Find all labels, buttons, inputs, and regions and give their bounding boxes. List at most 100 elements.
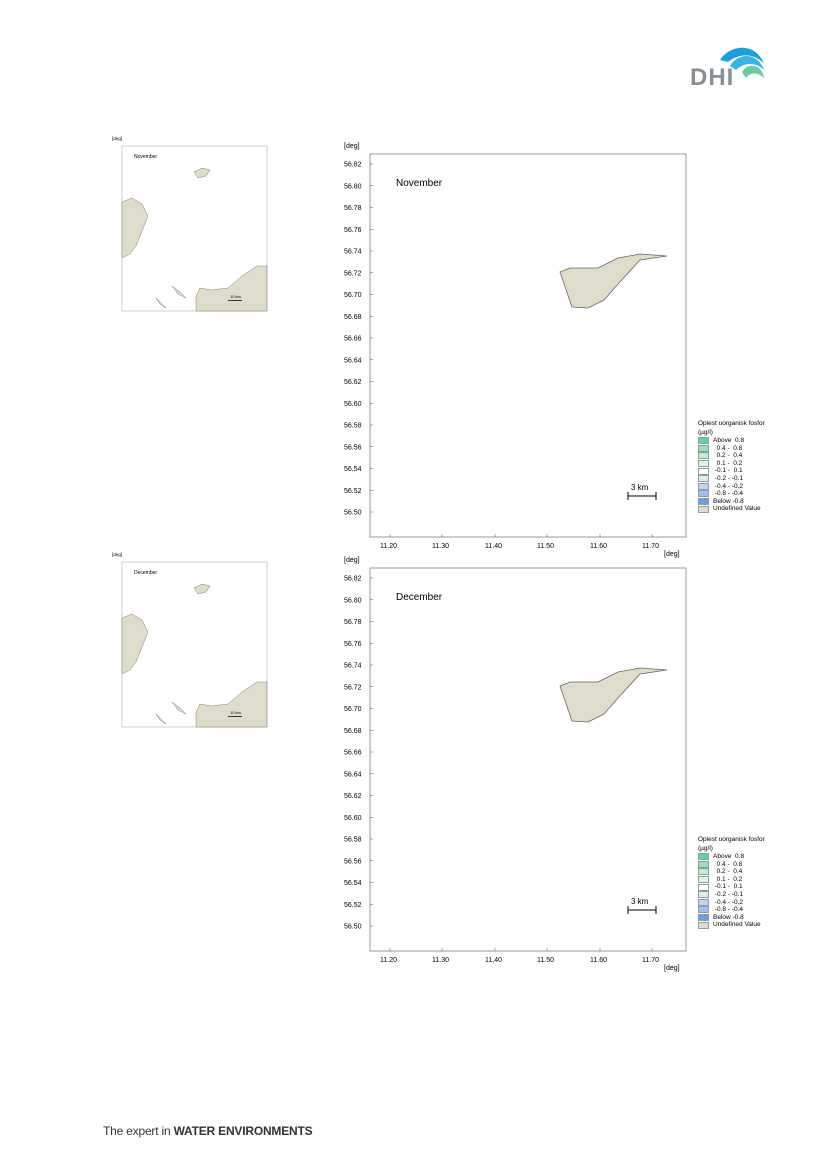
y-tick-label: 56.56	[344, 444, 362, 451]
legend-swatch	[698, 853, 709, 861]
overview-scale-label: 10 km	[230, 710, 241, 715]
island-land	[559, 667, 668, 723]
legend-item: Above 0.8	[698, 437, 765, 445]
legend-item: Undefined Value	[698, 505, 765, 513]
y-tick-label: 56.82	[344, 576, 362, 583]
legend-label: Below -0.8	[713, 497, 744, 505]
x-tick-label: 11.50	[537, 543, 554, 550]
footer-tagline-prefix: The expert in	[103, 1124, 174, 1138]
legend-title: Oplest uorganisk fosfor	[698, 420, 765, 427]
legend-item: -0.4 - -0.2	[698, 483, 765, 491]
y-tick-label: 56.70	[344, 706, 362, 713]
overview-map-november: November [deg] 10 km	[112, 136, 272, 314]
y-tick-label: 56.68	[344, 728, 362, 735]
x-tick-label: 11.70	[642, 543, 659, 550]
legend-swatch	[698, 444, 709, 452]
legend-label: Undefined Value	[713, 921, 761, 929]
y-tick-label: 56.74	[344, 249, 362, 256]
y-tick-label: 56.58	[344, 837, 362, 844]
map-month-label: December	[396, 592, 443, 603]
legend-item: Undefined Value	[698, 921, 765, 929]
legend-item: 0.1 - 0.2	[698, 876, 765, 884]
y-tick-label: 56.66	[344, 336, 362, 343]
legend-swatch	[698, 860, 709, 868]
legend-swatch	[698, 490, 709, 498]
y-tick-label: 56.78	[344, 619, 362, 626]
legend-swatch	[698, 460, 709, 468]
legend-label: -0.2 - -0.1	[713, 890, 743, 898]
x-tick-label: 11.30	[432, 957, 449, 964]
y-tick-label: 56.70	[344, 292, 362, 299]
y-axis-unit: [deg]	[344, 557, 360, 564]
legend-unit: (µg/l)	[698, 428, 713, 436]
legend-title: Oplest uorganisk fosfor	[698, 836, 765, 843]
overview-y-unit: [deg]	[112, 552, 123, 557]
legend-item: 0.1 - 0.2	[698, 460, 765, 468]
y-tick-label: 56.72	[344, 270, 362, 277]
legend-item: 0.4 - 0.8	[698, 445, 765, 453]
legend-swatch	[698, 475, 709, 483]
legend-swatch	[698, 498, 709, 506]
legend-swatch	[698, 505, 709, 513]
legend-label: 0.4 - 0.8	[713, 444, 743, 452]
legend-label: 0.2 - 0.4	[713, 868, 743, 876]
y-tick-label: 56.60	[344, 815, 362, 822]
legend-label: -0.8 - -0.4	[713, 490, 743, 498]
y-tick-label: 56.52	[344, 488, 362, 495]
dhi-logo: DHI	[690, 42, 770, 98]
legend-item: -0.1 - 0.1	[698, 467, 765, 475]
x-tick-label: 11.40	[485, 957, 502, 964]
map-frame	[369, 153, 687, 538]
map-month-label: November	[396, 178, 443, 189]
map-frame	[369, 567, 687, 952]
legend-item: -0.8 - -0.4	[698, 906, 765, 914]
footer-tagline-bold: WATER ENVIRONMENTS	[173, 1124, 313, 1138]
legend-label: 0.1 - 0.2	[713, 459, 743, 467]
y-tick-label: 56.66	[344, 750, 362, 757]
legend-swatch	[698, 452, 709, 460]
legend-label: 0.4 - 0.8	[713, 860, 743, 868]
island-land	[559, 253, 668, 309]
legend-item: 0.2 - 0.4	[698, 452, 765, 460]
legend-label: -0.4 - -0.2	[713, 898, 743, 906]
y-tick-label: 56.72	[344, 684, 362, 691]
scale-bar-label: 3 km	[631, 483, 649, 492]
legend-items: Above 0.8 0.4 - 0.8 0.2 - 0.4 0.1 - 0.2 …	[698, 437, 765, 513]
y-tick-label: 56.68	[344, 314, 362, 321]
x-axis-unit: [deg]	[664, 551, 680, 558]
y-tick-label: 56.64	[344, 357, 362, 364]
main-map-november: [deg] 56.82 56.80 56.78 56.76 56.74 56.72 56.70…	[344, 143, 687, 558]
legend-swatch	[698, 914, 709, 922]
x-tick-label: 11.20	[380, 543, 397, 550]
legend-label: 0.1 - 0.2	[713, 875, 743, 883]
legend-item: 0.4 - 0.8	[698, 861, 765, 869]
legend-item: -0.4 - -0.2	[698, 899, 765, 907]
legend-label: -0.2 - -0.1	[713, 474, 743, 482]
legend-item: -0.2 - -0.1	[698, 891, 765, 899]
y-tick-label: 56.82	[344, 162, 362, 169]
y-tick-label: 56.74	[344, 663, 362, 670]
legend-swatch	[698, 482, 709, 490]
legend-label: Below -0.8	[713, 913, 744, 921]
legend-label: Undefined Value	[713, 505, 761, 513]
legend-unit: (µg/l)	[698, 844, 713, 852]
overview-month-label: November	[134, 154, 158, 160]
legend-label: Above 0.8	[713, 853, 745, 860]
x-tick-label: 11.40	[485, 543, 502, 550]
y-axis-unit: [deg]	[344, 143, 360, 150]
legend-swatch	[698, 906, 709, 914]
legend-label: -0.4 - -0.2	[713, 482, 743, 490]
x-tick-label: 11.30	[432, 543, 449, 550]
legend-item: -0.2 - -0.1	[698, 475, 765, 483]
dhi-logo-text: DHI	[690, 64, 735, 91]
dhi-wave-icon	[720, 47, 764, 78]
overview-month-label: December	[134, 570, 158, 576]
y-tick-label: 56.60	[344, 401, 362, 408]
y-tick-label: 56.62	[344, 379, 362, 386]
legend-swatch	[698, 891, 709, 899]
legend-item: Above 0.8	[698, 853, 765, 861]
legend-label: -0.8 - -0.4	[713, 906, 743, 914]
x-tick-label: 11.20	[380, 957, 397, 964]
overview-scale-label: 10 km	[230, 294, 241, 299]
y-tick-label: 56.56	[344, 858, 362, 865]
